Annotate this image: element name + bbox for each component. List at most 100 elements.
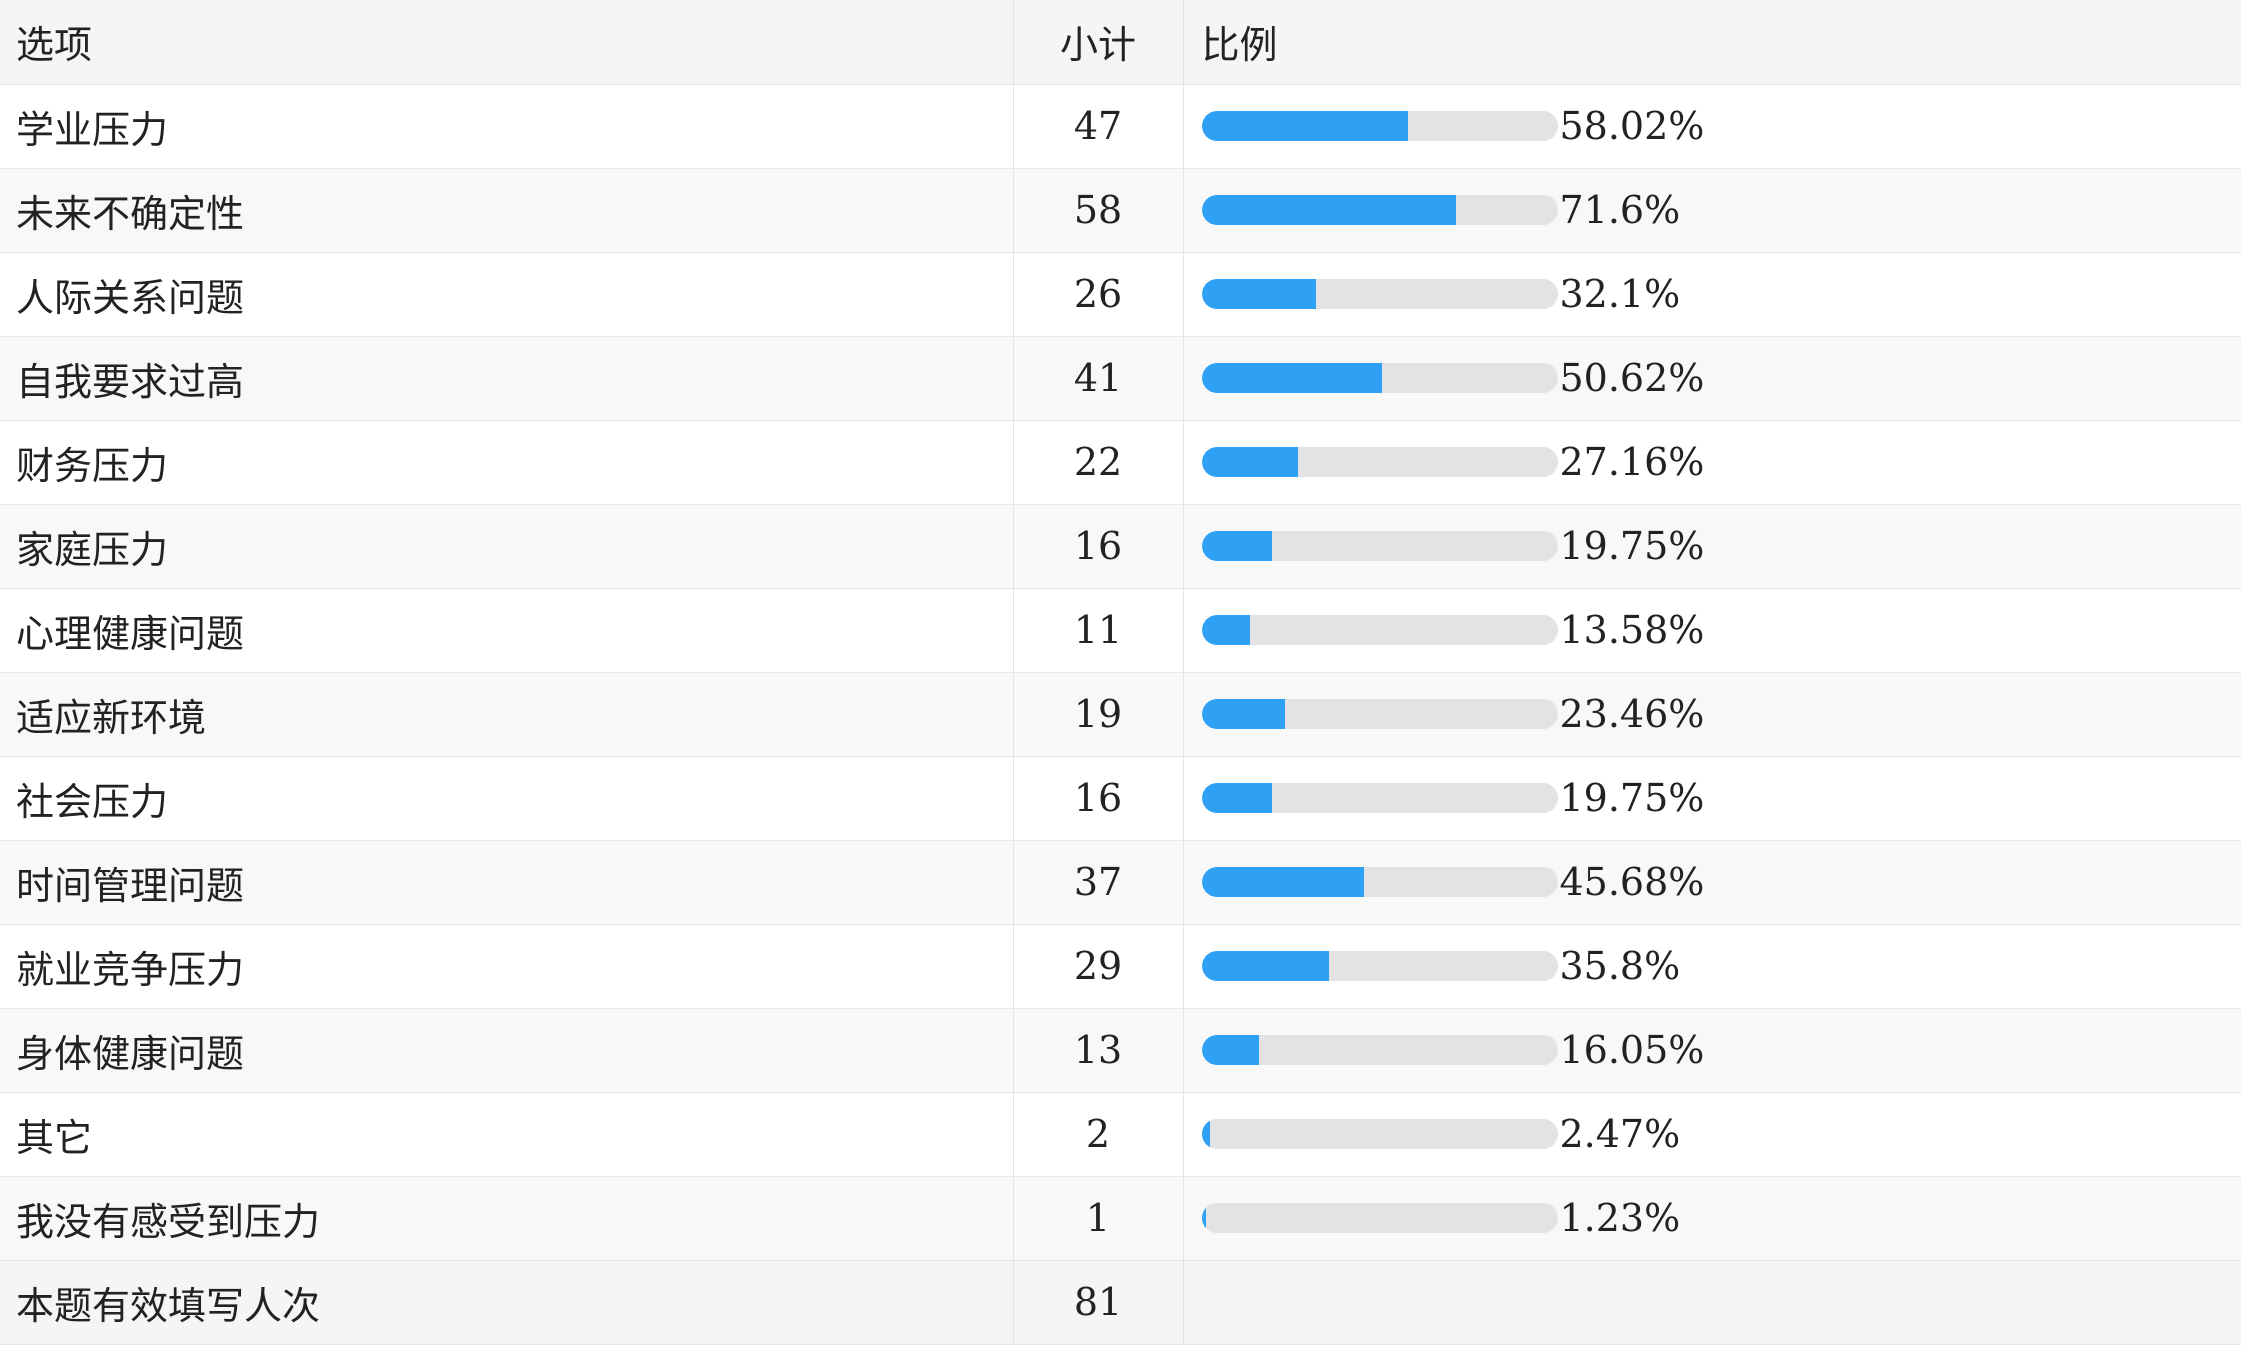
progress-bar-fill (1201, 447, 1299, 477)
table-row: 自我要求过高 41 50.62% (0, 336, 2241, 421)
footer-count: 81 (1012, 1260, 1184, 1345)
row-ratio-cell: 50.62% (1183, 336, 2241, 421)
row-option-label: 时间管理问题 (0, 840, 1013, 925)
table-row: 其它 2 2.47% (0, 1092, 2241, 1177)
progress-bar-track (1201, 195, 1558, 225)
table-row: 就业竞争压力 29 35.8% (0, 924, 2241, 1009)
progress-bar-fill (1201, 1203, 1206, 1233)
row-count: 37 (1012, 840, 1184, 925)
row-ratio-cell: 13.58% (1183, 588, 2241, 673)
row-count: 2 (1012, 1092, 1184, 1177)
progress-bar-track (1201, 363, 1558, 393)
row-option-label: 适应新环境 (0, 672, 1013, 757)
footer-empty-cell (1183, 1260, 2241, 1345)
header-count: 小计 (1012, 0, 1184, 85)
progress-bar-fill (1201, 1035, 1259, 1065)
row-count: 1 (1012, 1176, 1184, 1261)
row-percent: 32.1% (1559, 272, 1681, 316)
progress-bar-track (1201, 531, 1558, 561)
ratio-bar-group: 23.46% (1201, 692, 2241, 736)
table-row: 心理健康问题 11 13.58% (0, 588, 2241, 673)
table-footer-row: 本题有效填写人次 81 (0, 1260, 2241, 1345)
table-row: 学业压力 47 58.02% (0, 84, 2241, 169)
row-count: 29 (1012, 924, 1184, 1009)
ratio-bar-group: 27.16% (1201, 440, 2241, 484)
row-percent: 16.05% (1559, 1028, 1705, 1072)
row-option-label: 就业竞争压力 (0, 924, 1013, 1009)
progress-bar-track (1201, 1203, 1558, 1233)
table-row: 财务压力 22 27.16% (0, 420, 2241, 505)
progress-bar-fill (1201, 1119, 1211, 1149)
table-row: 家庭压力 16 19.75% (0, 504, 2241, 589)
row-percent: 19.75% (1559, 524, 1705, 568)
progress-bar-track (1201, 699, 1558, 729)
row-count: 13 (1012, 1008, 1184, 1093)
table-row: 我没有感受到压力 1 1.23% (0, 1176, 2241, 1261)
row-ratio-cell: 19.75% (1183, 504, 2241, 589)
table-row: 适应新环境 19 23.46% (0, 672, 2241, 757)
row-count: 16 (1012, 504, 1184, 589)
ratio-bar-group: 19.75% (1201, 776, 2241, 820)
ratio-bar-group: 13.58% (1201, 608, 2241, 652)
row-percent: 13.58% (1559, 608, 1705, 652)
ratio-bar-group: 58.02% (1201, 104, 2241, 148)
progress-bar-fill (1201, 111, 1409, 141)
row-ratio-cell: 19.75% (1183, 756, 2241, 841)
row-ratio-cell: 1.23% (1183, 1176, 2241, 1261)
table-row: 未来不确定性 58 71.6% (0, 168, 2241, 253)
table-row: 社会压力 16 19.75% (0, 756, 2241, 841)
row-option-label: 我没有感受到压力 (0, 1176, 1013, 1261)
row-percent: 45.68% (1559, 860, 1705, 904)
row-count: 47 (1012, 84, 1184, 169)
row-option-label: 财务压力 (0, 420, 1013, 505)
row-percent: 71.6% (1559, 188, 1681, 232)
progress-bar-fill (1201, 195, 1457, 225)
row-ratio-cell: 23.46% (1183, 672, 2241, 757)
progress-bar-track (1201, 783, 1558, 813)
row-count: 19 (1012, 672, 1184, 757)
footer-label: 本题有效填写人次 (0, 1260, 1013, 1345)
row-ratio-cell: 35.8% (1183, 924, 2241, 1009)
progress-bar-fill (1201, 531, 1272, 561)
row-count: 41 (1012, 336, 1184, 421)
row-count: 11 (1012, 588, 1184, 673)
ratio-bar-group: 32.1% (1201, 272, 2241, 316)
progress-bar-track (1201, 447, 1558, 477)
row-percent: 23.46% (1559, 692, 1705, 736)
progress-bar-track (1201, 1119, 1558, 1149)
row-ratio-cell: 27.16% (1183, 420, 2241, 505)
ratio-bar-group: 2.47% (1201, 1112, 2241, 1156)
progress-bar-fill (1201, 867, 1365, 897)
progress-bar-track (1201, 615, 1558, 645)
row-count: 26 (1012, 252, 1184, 337)
row-ratio-cell: 32.1% (1183, 252, 2241, 337)
row-percent: 50.62% (1559, 356, 1705, 400)
progress-bar-fill (1201, 615, 1250, 645)
progress-bar-fill (1201, 363, 1382, 393)
progress-bar-track (1201, 867, 1558, 897)
table-body: 学业压力 47 58.02% 未来不确定性 58 71.6% 人际关系问题 26 32.1% 自我… (0, 84, 2241, 1261)
table-row: 身体健康问题 13 16.05% (0, 1008, 2241, 1093)
row-option-label: 家庭压力 (0, 504, 1013, 589)
row-option-label: 其它 (0, 1092, 1013, 1177)
progress-bar-fill (1201, 699, 1286, 729)
progress-bar-track (1201, 111, 1558, 141)
progress-bar-track (1201, 1035, 1558, 1065)
row-percent: 1.23% (1559, 1196, 1681, 1240)
row-option-label: 未来不确定性 (0, 168, 1013, 253)
row-option-label: 人际关系问题 (0, 252, 1013, 337)
progress-bar-fill (1201, 279, 1316, 309)
progress-bar-track (1201, 279, 1558, 309)
ratio-bar-group: 50.62% (1201, 356, 2241, 400)
row-option-label: 学业压力 (0, 84, 1013, 169)
ratio-bar-group: 71.6% (1201, 188, 2241, 232)
progress-bar-fill (1201, 951, 1329, 981)
row-ratio-cell: 45.68% (1183, 840, 2241, 925)
row-option-label: 身体健康问题 (0, 1008, 1013, 1093)
row-ratio-cell: 58.02% (1183, 84, 2241, 169)
row-percent: 19.75% (1559, 776, 1705, 820)
ratio-bar-group: 16.05% (1201, 1028, 2241, 1072)
table-header-row: 选项 小计 比例 (0, 0, 2241, 85)
ratio-bar-group: 19.75% (1201, 524, 2241, 568)
